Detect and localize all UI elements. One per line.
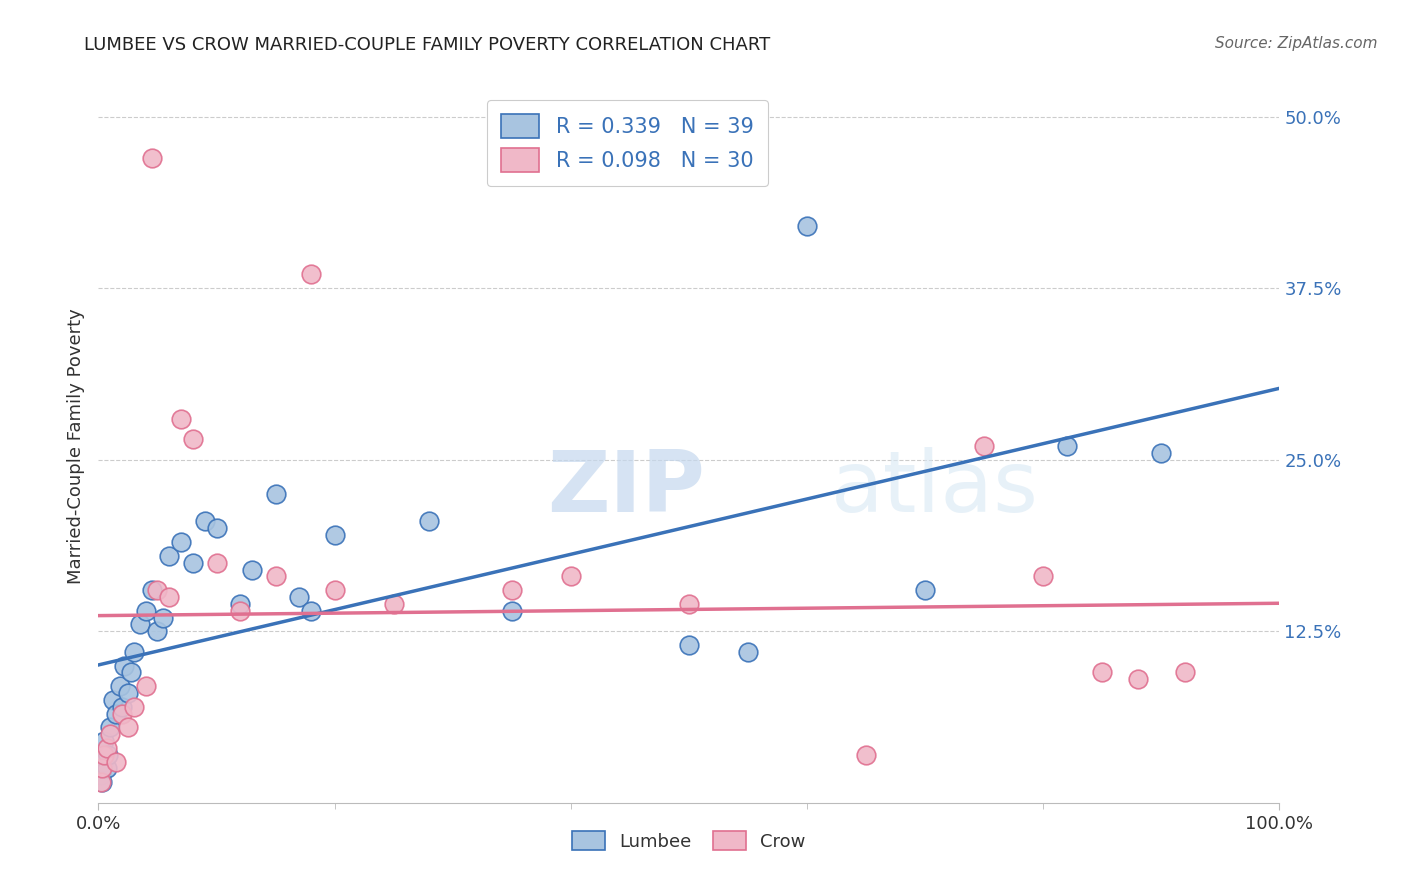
Point: [170, 411, 193, 425]
Point: [299, 268, 322, 282]
Text: LUMBEE VS CROW MARRIED-COUPLE FAMILY POVERTY CORRELATION CHART: LUMBEE VS CROW MARRIED-COUPLE FAMILY POV…: [84, 36, 770, 54]
Point: [117, 686, 139, 700]
Point: [973, 439, 995, 453]
Point: [1150, 446, 1173, 460]
Point: [205, 521, 228, 535]
Point: [96, 762, 118, 776]
Point: [90, 775, 112, 789]
Point: [560, 569, 582, 583]
Point: [418, 515, 440, 529]
Point: [170, 535, 193, 549]
Point: [141, 151, 163, 165]
Point: [146, 583, 169, 598]
Point: [382, 597, 405, 611]
Legend: Lumbee, Crow: Lumbee, Crow: [565, 824, 813, 858]
Point: [97, 747, 120, 762]
Point: [299, 604, 322, 618]
Point: [91, 775, 114, 789]
Point: [1091, 665, 1114, 680]
Point: [157, 590, 180, 604]
Point: [111, 706, 134, 721]
Point: [117, 720, 139, 734]
Point: [323, 583, 346, 598]
Point: [229, 597, 252, 611]
Text: atlas: atlas: [831, 447, 1039, 531]
Point: [1174, 665, 1197, 680]
Point: [108, 679, 131, 693]
Point: [93, 747, 115, 762]
Point: [98, 727, 121, 741]
Point: [181, 556, 204, 570]
Point: [121, 665, 143, 680]
Point: [135, 679, 157, 693]
Point: [737, 645, 759, 659]
Point: [1032, 569, 1054, 583]
Point: [105, 755, 128, 769]
Point: [205, 556, 228, 570]
Point: [264, 569, 287, 583]
Point: [157, 549, 180, 563]
Point: [146, 624, 169, 639]
Point: [111, 699, 134, 714]
Point: [105, 706, 128, 721]
Point: [135, 604, 157, 618]
Point: [181, 432, 204, 446]
Point: [288, 590, 311, 604]
Point: [229, 604, 252, 618]
Text: Source: ZipAtlas.com: Source: ZipAtlas.com: [1215, 36, 1378, 51]
Point: [323, 528, 346, 542]
Point: [122, 645, 145, 659]
Point: [678, 597, 700, 611]
Point: [141, 583, 163, 598]
Point: [101, 693, 124, 707]
Point: [98, 720, 121, 734]
Point: [128, 617, 150, 632]
Point: [90, 768, 112, 782]
Point: [112, 658, 135, 673]
Point: [796, 219, 818, 234]
Point: [855, 747, 877, 762]
Point: [678, 638, 700, 652]
Point: [93, 734, 115, 748]
Point: [91, 762, 114, 776]
Point: [194, 515, 217, 529]
Point: [152, 610, 174, 624]
Point: [93, 755, 115, 769]
Point: [1126, 673, 1149, 687]
Y-axis label: Married-Couple Family Poverty: Married-Couple Family Poverty: [66, 308, 84, 584]
Point: [1056, 439, 1078, 453]
Point: [501, 604, 523, 618]
Point: [264, 487, 287, 501]
Point: [501, 583, 523, 598]
Point: [122, 699, 145, 714]
Point: [240, 562, 263, 576]
Point: [914, 583, 936, 598]
Text: ZIP: ZIP: [547, 447, 704, 531]
Point: [96, 740, 118, 755]
